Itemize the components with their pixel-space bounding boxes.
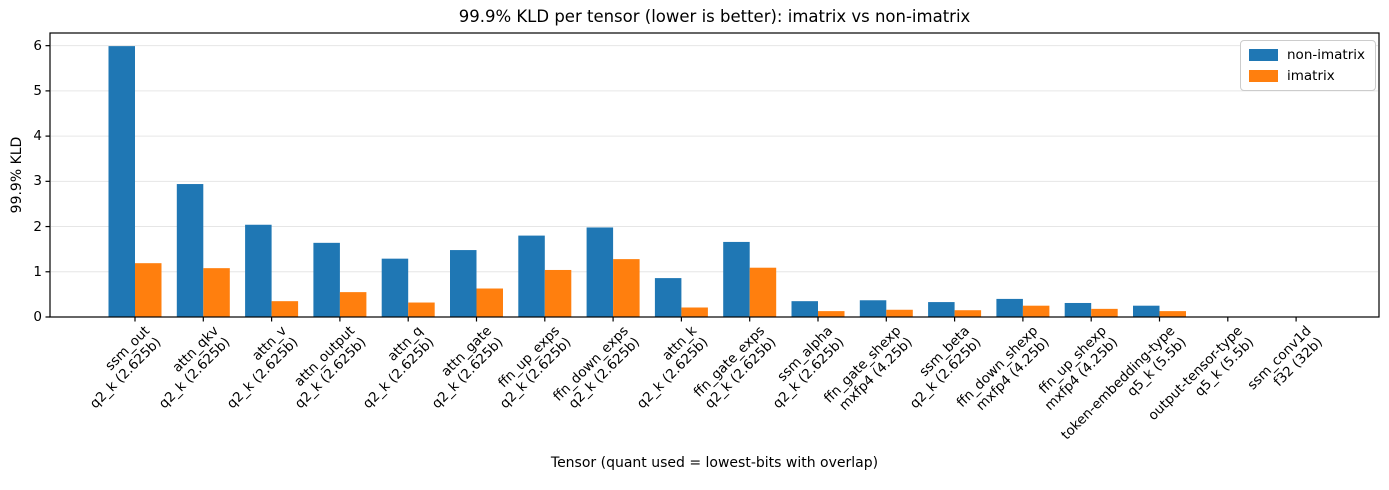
- y-tick-label-5: 5: [33, 82, 42, 99]
- legend-label-imatrix: imatrix: [1287, 68, 1335, 84]
- bar-non-imatrix-ffn_up_exps: [518, 235, 545, 317]
- bar-imatrix-ssm_beta: [954, 310, 982, 317]
- bar-non-imatrix-ffn_up_shexp: [1064, 302, 1092, 317]
- bar-imatrix-ffn_up_exps: [544, 269, 572, 317]
- bar-imatrix-attn_qkv: [203, 268, 230, 317]
- bar-non-imatrix-attn_k: [654, 278, 682, 317]
- legend-label-non-imatrix: non-imatrix: [1287, 47, 1366, 63]
- legend-swatch-imatrix: [1249, 70, 1278, 82]
- bar-non-imatrix-attn_q: [381, 258, 409, 317]
- bar-non-imatrix-ffn_gate_exps: [723, 241, 750, 317]
- legend-item-non-imatrix: non-imatrix: [1249, 47, 1365, 63]
- bar-imatrix-ssm_alpha: [818, 311, 845, 317]
- bar-non-imatrix-attn_qkv: [176, 184, 204, 317]
- bar-non-imatrix-ssm_out: [108, 46, 135, 317]
- bar-imatrix-ffn_gate_shexp: [886, 309, 913, 317]
- chart-title: 99.9% KLD per tensor (lower is better): …: [458, 7, 971, 26]
- bar-imatrix-ffn_down_exps: [613, 259, 640, 317]
- y-tick-label-4: 4: [33, 128, 42, 145]
- y-tick-label-6: 6: [33, 37, 42, 54]
- bar-non-imatrix-ssm_alpha: [791, 301, 818, 317]
- bar-imatrix-ffn_up_shexp: [1091, 308, 1118, 317]
- bar-non-imatrix-attn_output: [313, 242, 340, 317]
- y-tick-label-3: 3: [33, 173, 42, 190]
- bar-non-imatrix-ssm_beta: [928, 302, 955, 317]
- bar-imatrix-attn_v: [271, 301, 299, 317]
- y-tick-label-1: 1: [33, 263, 42, 280]
- y-tick-label-0: 0: [33, 309, 42, 325]
- legend-item-imatrix: imatrix: [1249, 68, 1365, 84]
- bar-non-imatrix-attn_v: [245, 224, 272, 317]
- bar-imatrix-attn_gate: [476, 288, 503, 317]
- bar-non-imatrix-attn_gate: [450, 250, 477, 317]
- bar-imatrix-ffn_gate_exps: [749, 267, 777, 317]
- bar-imatrix-attn_q: [408, 302, 435, 317]
- bar-non-imatrix-ffn_down_exps: [586, 227, 614, 317]
- y-tick-label-2: 2: [33, 218, 42, 235]
- bar-non-imatrix-ffn_gate_shexp: [859, 300, 887, 317]
- bar-imatrix-attn_k: [681, 307, 708, 317]
- bar-imatrix-attn_output: [339, 292, 367, 317]
- bar-non-imatrix-token-embedding-type: [1133, 305, 1160, 317]
- x-axis-label: Tensor (quant used = lowest-bits with ov…: [550, 455, 879, 471]
- legend: non-imatrix imatrix: [1240, 40, 1377, 91]
- bar-imatrix-token-embedding-type: [1159, 311, 1186, 317]
- bar-non-imatrix-ffn_down_shexp: [996, 298, 1023, 317]
- bar-imatrix-ssm_out: [135, 263, 162, 317]
- legend-swatch-non-imatrix: [1249, 49, 1278, 61]
- bar-imatrix-ffn_down_shexp: [1022, 305, 1050, 317]
- axes-box: [49, 32, 1380, 318]
